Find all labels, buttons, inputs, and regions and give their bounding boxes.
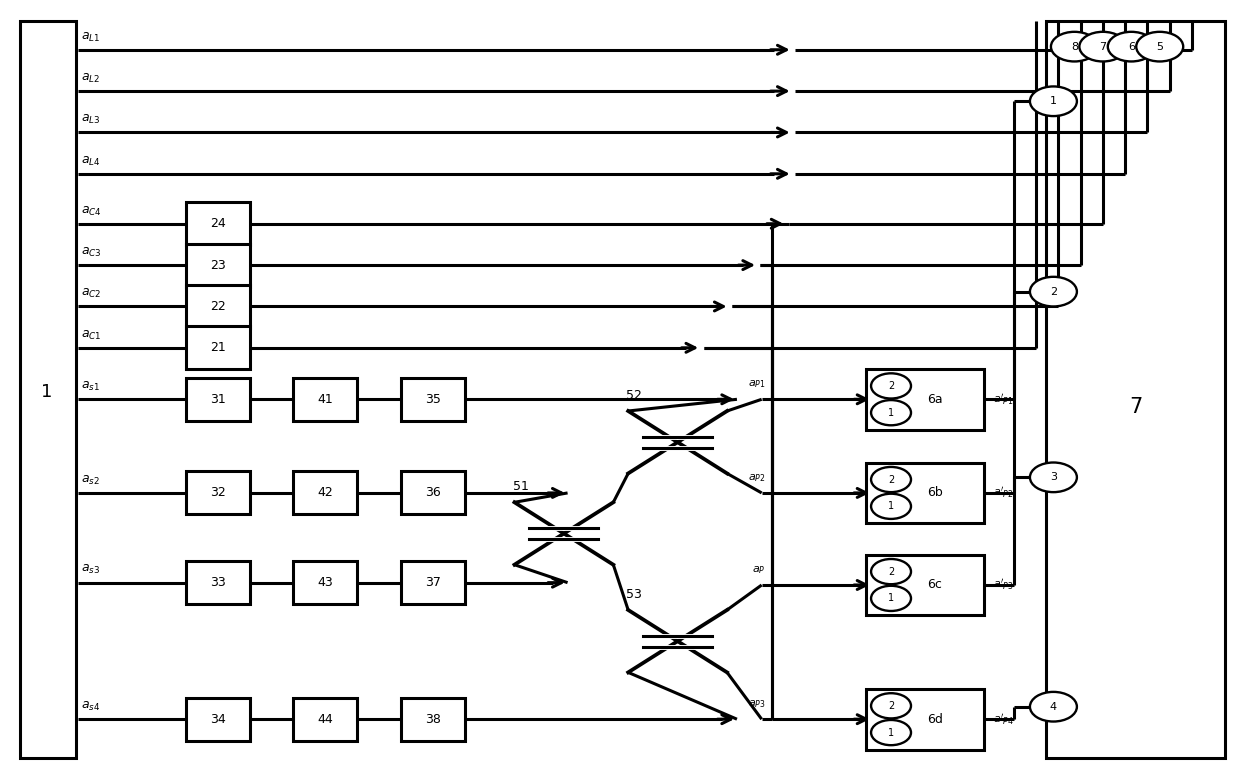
- Circle shape: [1030, 277, 1077, 306]
- Text: 42: 42: [317, 486, 333, 500]
- Text: 8: 8: [1070, 41, 1078, 52]
- Text: 2: 2: [888, 567, 895, 576]
- Circle shape: [871, 693, 911, 719]
- Circle shape: [1030, 463, 1077, 493]
- Text: 6a: 6a: [927, 393, 943, 406]
- Text: 2: 2: [888, 381, 895, 391]
- Bar: [400, 698, 465, 741]
- Text: $a_{L4}$: $a_{L4}$: [81, 154, 100, 168]
- Text: 6c: 6c: [927, 579, 942, 591]
- Text: $a'_{P1}$: $a'_{P1}$: [994, 392, 1015, 406]
- Text: 3: 3: [1049, 472, 1057, 482]
- Text: 31: 31: [209, 393, 225, 406]
- Bar: [186, 244, 250, 287]
- Bar: [866, 689, 984, 749]
- Bar: [400, 378, 465, 420]
- Bar: [186, 285, 250, 328]
- Text: 35: 35: [425, 393, 441, 406]
- Circle shape: [1030, 86, 1077, 116]
- Bar: [20, 21, 76, 758]
- Bar: [400, 561, 465, 604]
- Bar: [866, 463, 984, 523]
- Text: 52: 52: [627, 388, 642, 402]
- Bar: [866, 554, 984, 615]
- Text: 44: 44: [317, 713, 333, 726]
- Text: $a_{L2}$: $a_{L2}$: [81, 72, 99, 85]
- Text: 7: 7: [1130, 397, 1142, 417]
- Circle shape: [871, 467, 911, 493]
- Text: 23: 23: [209, 258, 225, 272]
- Text: 33: 33: [209, 576, 225, 589]
- Bar: [294, 561, 357, 604]
- Bar: [294, 378, 357, 420]
- Text: 24: 24: [209, 217, 225, 230]
- Circle shape: [871, 720, 911, 745]
- Circle shape: [871, 586, 911, 611]
- Text: 7: 7: [1099, 41, 1106, 52]
- Text: $a_{P3}$: $a_{P3}$: [747, 698, 766, 710]
- Text: 41: 41: [317, 393, 333, 406]
- Circle shape: [1079, 32, 1126, 62]
- Text: 22: 22: [209, 300, 225, 313]
- Text: $a_{s3}$: $a_{s3}$: [81, 563, 99, 576]
- Text: 6: 6: [1127, 41, 1135, 52]
- Text: 34: 34: [209, 713, 225, 726]
- Text: $a_{s2}$: $a_{s2}$: [81, 474, 99, 487]
- Bar: [866, 369, 984, 430]
- Bar: [186, 327, 250, 370]
- Text: 1: 1: [888, 408, 895, 417]
- Bar: [186, 378, 250, 420]
- Circle shape: [1030, 692, 1077, 721]
- Bar: [186, 561, 250, 604]
- Text: $a'_{P2}$: $a'_{P2}$: [994, 485, 1015, 500]
- Text: $a_{C1}$: $a_{C1}$: [81, 328, 102, 341]
- Circle shape: [871, 559, 911, 584]
- Text: 1: 1: [41, 383, 53, 400]
- Circle shape: [871, 494, 911, 519]
- Text: $a_{C2}$: $a_{C2}$: [81, 287, 100, 300]
- Text: 43: 43: [317, 576, 333, 589]
- Bar: [1046, 21, 1225, 758]
- Text: 5: 5: [1156, 41, 1163, 52]
- Text: 36: 36: [425, 486, 441, 500]
- Text: $a_{s1}$: $a_{s1}$: [81, 380, 99, 393]
- Text: $a_{L1}$: $a_{L1}$: [81, 31, 100, 44]
- Text: $a'_{P3}$: $a'_{P3}$: [994, 578, 1015, 593]
- Text: 6b: 6b: [927, 486, 943, 500]
- Text: $a_{P1}$: $a_{P1}$: [747, 378, 766, 390]
- Circle shape: [871, 400, 911, 425]
- Text: 2: 2: [888, 701, 895, 711]
- Circle shape: [1136, 32, 1183, 62]
- Text: 1: 1: [888, 594, 895, 604]
- Bar: [186, 471, 250, 514]
- Text: 6d: 6d: [927, 713, 943, 726]
- Text: $a_{s4}$: $a_{s4}$: [81, 700, 99, 713]
- Text: $a'_{P4}$: $a'_{P4}$: [994, 712, 1015, 727]
- Text: 53: 53: [627, 587, 642, 601]
- Text: 2: 2: [888, 474, 895, 485]
- Text: $a_{C4}$: $a_{C4}$: [81, 204, 102, 218]
- Text: 1: 1: [888, 727, 895, 738]
- Bar: [400, 471, 465, 514]
- Bar: [186, 698, 250, 741]
- Circle shape: [1108, 32, 1155, 62]
- Text: 21: 21: [209, 341, 225, 355]
- Text: 1: 1: [1049, 96, 1057, 106]
- Text: 2: 2: [1049, 287, 1057, 297]
- Text: 4: 4: [1049, 702, 1057, 712]
- Text: 32: 32: [209, 486, 225, 500]
- Text: $a_{P}$: $a_{P}$: [752, 564, 766, 576]
- Text: 37: 37: [425, 576, 441, 589]
- Bar: [186, 202, 250, 245]
- Text: 1: 1: [888, 501, 895, 511]
- Text: 51: 51: [513, 480, 529, 493]
- Text: $a_{C3}$: $a_{C3}$: [81, 246, 102, 259]
- Text: $a_{L3}$: $a_{L3}$: [81, 113, 100, 126]
- Text: $a_{P2}$: $a_{P2}$: [747, 472, 766, 484]
- Circle shape: [1051, 32, 1098, 62]
- Bar: [294, 698, 357, 741]
- Text: 38: 38: [425, 713, 441, 726]
- Bar: [294, 471, 357, 514]
- Circle shape: [871, 373, 911, 399]
